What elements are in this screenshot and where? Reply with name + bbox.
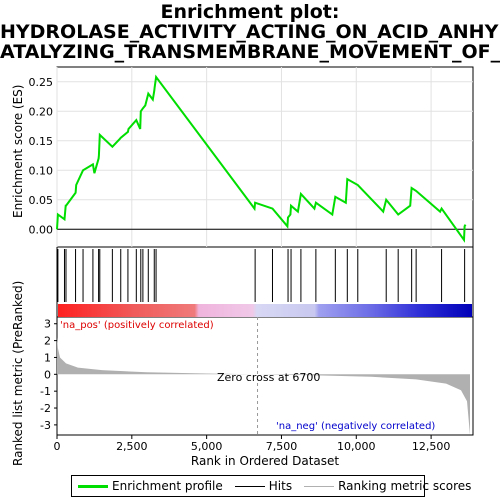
metric-y-tick-label: -3 (40, 419, 51, 432)
chart-title-line-1: Enrichment plot: (160, 2, 340, 23)
legend-label-enrichment: Enrichment profile (112, 479, 223, 493)
es-y-tick-label: 0.20 (29, 105, 54, 118)
es-panel-frame (56, 66, 474, 248)
zero-cross-label: Zero cross at 6700 (217, 371, 320, 384)
x-tick-label: 10,000 (337, 440, 376, 453)
legend-swatch-metric (304, 485, 335, 487)
chart-title-line-3: ATALYZING_TRANSMEMBRANE_MOVEMENT_OF_SUBS… (0, 42, 500, 63)
enrichment-profile-line (56, 74, 467, 243)
y-axis-label-metric: Ranked list metric (PreRanked) (11, 281, 25, 466)
metric-y-tick-label: 3 (44, 318, 51, 331)
rank-color-bar (58, 304, 472, 317)
legend-label-hits: Hits (268, 479, 293, 493)
metric-y-tick-label: -2 (40, 402, 51, 415)
x-axis-label: Rank in Ordered Dataset (191, 454, 339, 468)
x-tick-label: 5,000 (191, 440, 223, 453)
positive-correlation-label: 'na_pos' (positively correlated) (60, 320, 214, 331)
legend-item-metric: Ranking metric scores (304, 479, 471, 493)
metric-y-tick-label: 0 (44, 368, 51, 381)
negative-correlation-label: 'na_neg' (negatively correlated) (276, 421, 435, 432)
x-tick-label: 12,500 (412, 440, 451, 453)
x-tick-label: 0 (54, 440, 61, 453)
es-y-tick-label: 0.15 (29, 135, 54, 148)
es-y-tick-label: 0.00 (29, 223, 54, 236)
x-tick-label: 7,500 (266, 440, 298, 453)
legend: Enrichment profile Hits Ranking metric s… (71, 475, 471, 497)
metric-y-tick-label: -1 (40, 385, 51, 398)
y-axis-label-es: Enrichment score (ES) (11, 85, 25, 218)
metric-y-tick-label: 2 (44, 335, 51, 348)
chart-title-line-2: HYDROLASE_ACTIVITY_ACTING_ON_ACID_ANHYDR… (0, 22, 500, 43)
legend-item-enrichment: Enrichment profile (78, 479, 223, 493)
legend-swatch-hits (234, 485, 265, 487)
x-tick-label: 2,500 (116, 440, 148, 453)
es-y-tick-label: 0.10 (29, 164, 54, 177)
legend-label-metric: Ranking metric scores (338, 479, 472, 493)
es-y-tick-label: 0.05 (29, 194, 54, 207)
legend-swatch-enrichment (78, 484, 108, 488)
legend-item-hits: Hits (234, 479, 293, 493)
es-y-tick-label: 0.25 (29, 76, 54, 89)
metric-y-tick-label: 1 (44, 351, 51, 364)
